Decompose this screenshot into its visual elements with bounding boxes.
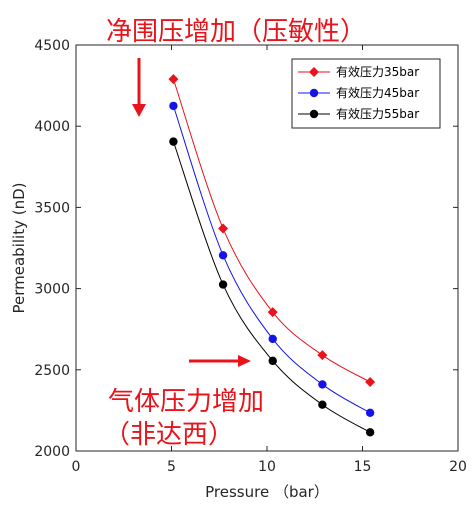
series-line-1 xyxy=(172,78,371,383)
data-point-series-2 xyxy=(218,251,228,260)
y-tick-label: 2000 xyxy=(34,444,70,460)
y-tick-label: 3500 xyxy=(34,200,70,216)
annotation-arrow-right xyxy=(189,355,251,367)
data-point-series-2 xyxy=(365,408,375,418)
x-tick-label: 15 xyxy=(354,459,372,475)
y-tick-label: 4000 xyxy=(34,119,70,135)
data-point-series-3 xyxy=(169,137,178,146)
legend-marker-2 xyxy=(309,88,319,98)
series-line-3 xyxy=(172,141,371,433)
data-point-series-3 xyxy=(268,356,277,366)
x-axis-label: Pressure （bar） xyxy=(205,483,329,501)
y-tick-label: 2500 xyxy=(34,363,70,379)
x-tick-label: 20 xyxy=(449,459,467,475)
legend-label-2: 有效压力45bar xyxy=(336,85,419,100)
data-point-series-1 xyxy=(218,223,229,234)
annotation-confining-pressure: 净围压增加（压敏性） xyxy=(106,17,366,47)
x-tick-label: 5 xyxy=(167,459,176,475)
y-axis-label: Permeability (nD) xyxy=(10,183,28,314)
data-point-series-2 xyxy=(318,380,327,389)
x-tick-label: 10 xyxy=(258,459,276,475)
data-point-series-1 xyxy=(168,74,179,85)
data-point-series-3 xyxy=(365,428,375,437)
annotation-arrow-down xyxy=(132,58,146,117)
y-tick-label: 3000 xyxy=(34,282,70,298)
y-tick-label: 4500 xyxy=(34,38,70,54)
legend-marker-3 xyxy=(309,109,319,119)
data-point-series-1 xyxy=(317,350,328,361)
legend-marker-1 xyxy=(309,67,319,77)
legend-label-1: 有效压力35bar xyxy=(336,64,419,79)
annotation-gas-pressure: 气体压力增加 xyxy=(108,387,264,417)
data-point-series-3 xyxy=(218,280,228,289)
legend-label-3: 有效压力55bar xyxy=(336,106,419,121)
x-tick-label: 0 xyxy=(72,459,81,475)
annotation-non-darcy: （非达西） xyxy=(104,420,234,450)
data-point-series-1 xyxy=(365,376,376,387)
data-point-series-2 xyxy=(268,334,277,344)
data-point-series-2 xyxy=(169,101,178,111)
data-point-series-1 xyxy=(267,307,278,318)
data-point-series-3 xyxy=(318,400,327,409)
series-line-2 xyxy=(172,105,371,414)
